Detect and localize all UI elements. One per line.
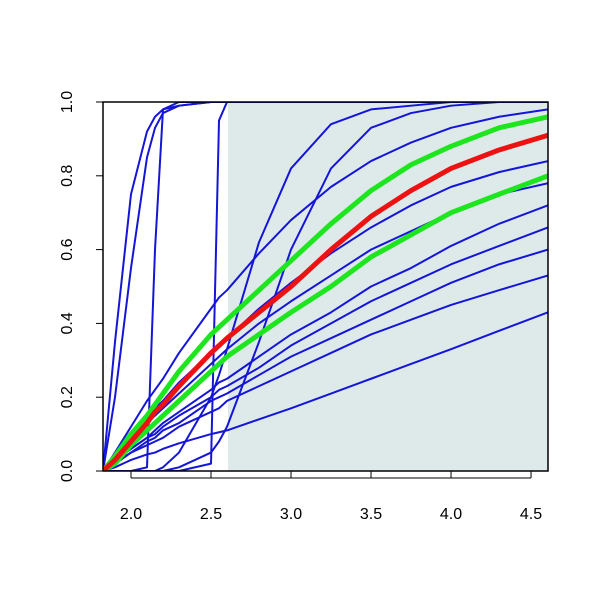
x-tick-label: 4.0 xyxy=(440,506,462,523)
y-tick-label: 0.0 xyxy=(59,460,76,482)
x-tick-label: 2.5 xyxy=(200,506,222,523)
curve xyxy=(103,108,548,471)
y-tick-label: 0.8 xyxy=(59,165,76,187)
plot-box xyxy=(102,101,549,472)
plot-area xyxy=(103,102,548,471)
x-tick-label: 3.5 xyxy=(360,506,382,523)
curve xyxy=(103,132,548,471)
curve xyxy=(103,102,548,471)
y-tick-label: 1.0 xyxy=(59,91,76,113)
y-tick-label: 0.6 xyxy=(59,238,76,260)
y-tick-label: 0.2 xyxy=(59,386,76,408)
curve xyxy=(103,248,548,471)
shaded-region xyxy=(227,102,548,471)
curve xyxy=(103,114,548,471)
axes: 2.0 2.5 3.0 3.5 4.0 4.5 0.0 0.2 0.4 0.6 0.8 1.0 xyxy=(59,91,549,523)
x-tick-label: 3.0 xyxy=(280,506,302,523)
x-tick-label: 4.5 xyxy=(520,506,542,523)
curve xyxy=(103,173,548,471)
curve xyxy=(103,102,548,471)
curve xyxy=(103,311,548,471)
curve xyxy=(103,274,548,471)
curve xyxy=(103,204,548,471)
x-tick-label: 2.0 xyxy=(120,506,142,523)
curve xyxy=(103,102,548,471)
y-tick-label: 0.4 xyxy=(59,312,76,334)
curve xyxy=(103,102,548,471)
curve xyxy=(103,102,548,471)
